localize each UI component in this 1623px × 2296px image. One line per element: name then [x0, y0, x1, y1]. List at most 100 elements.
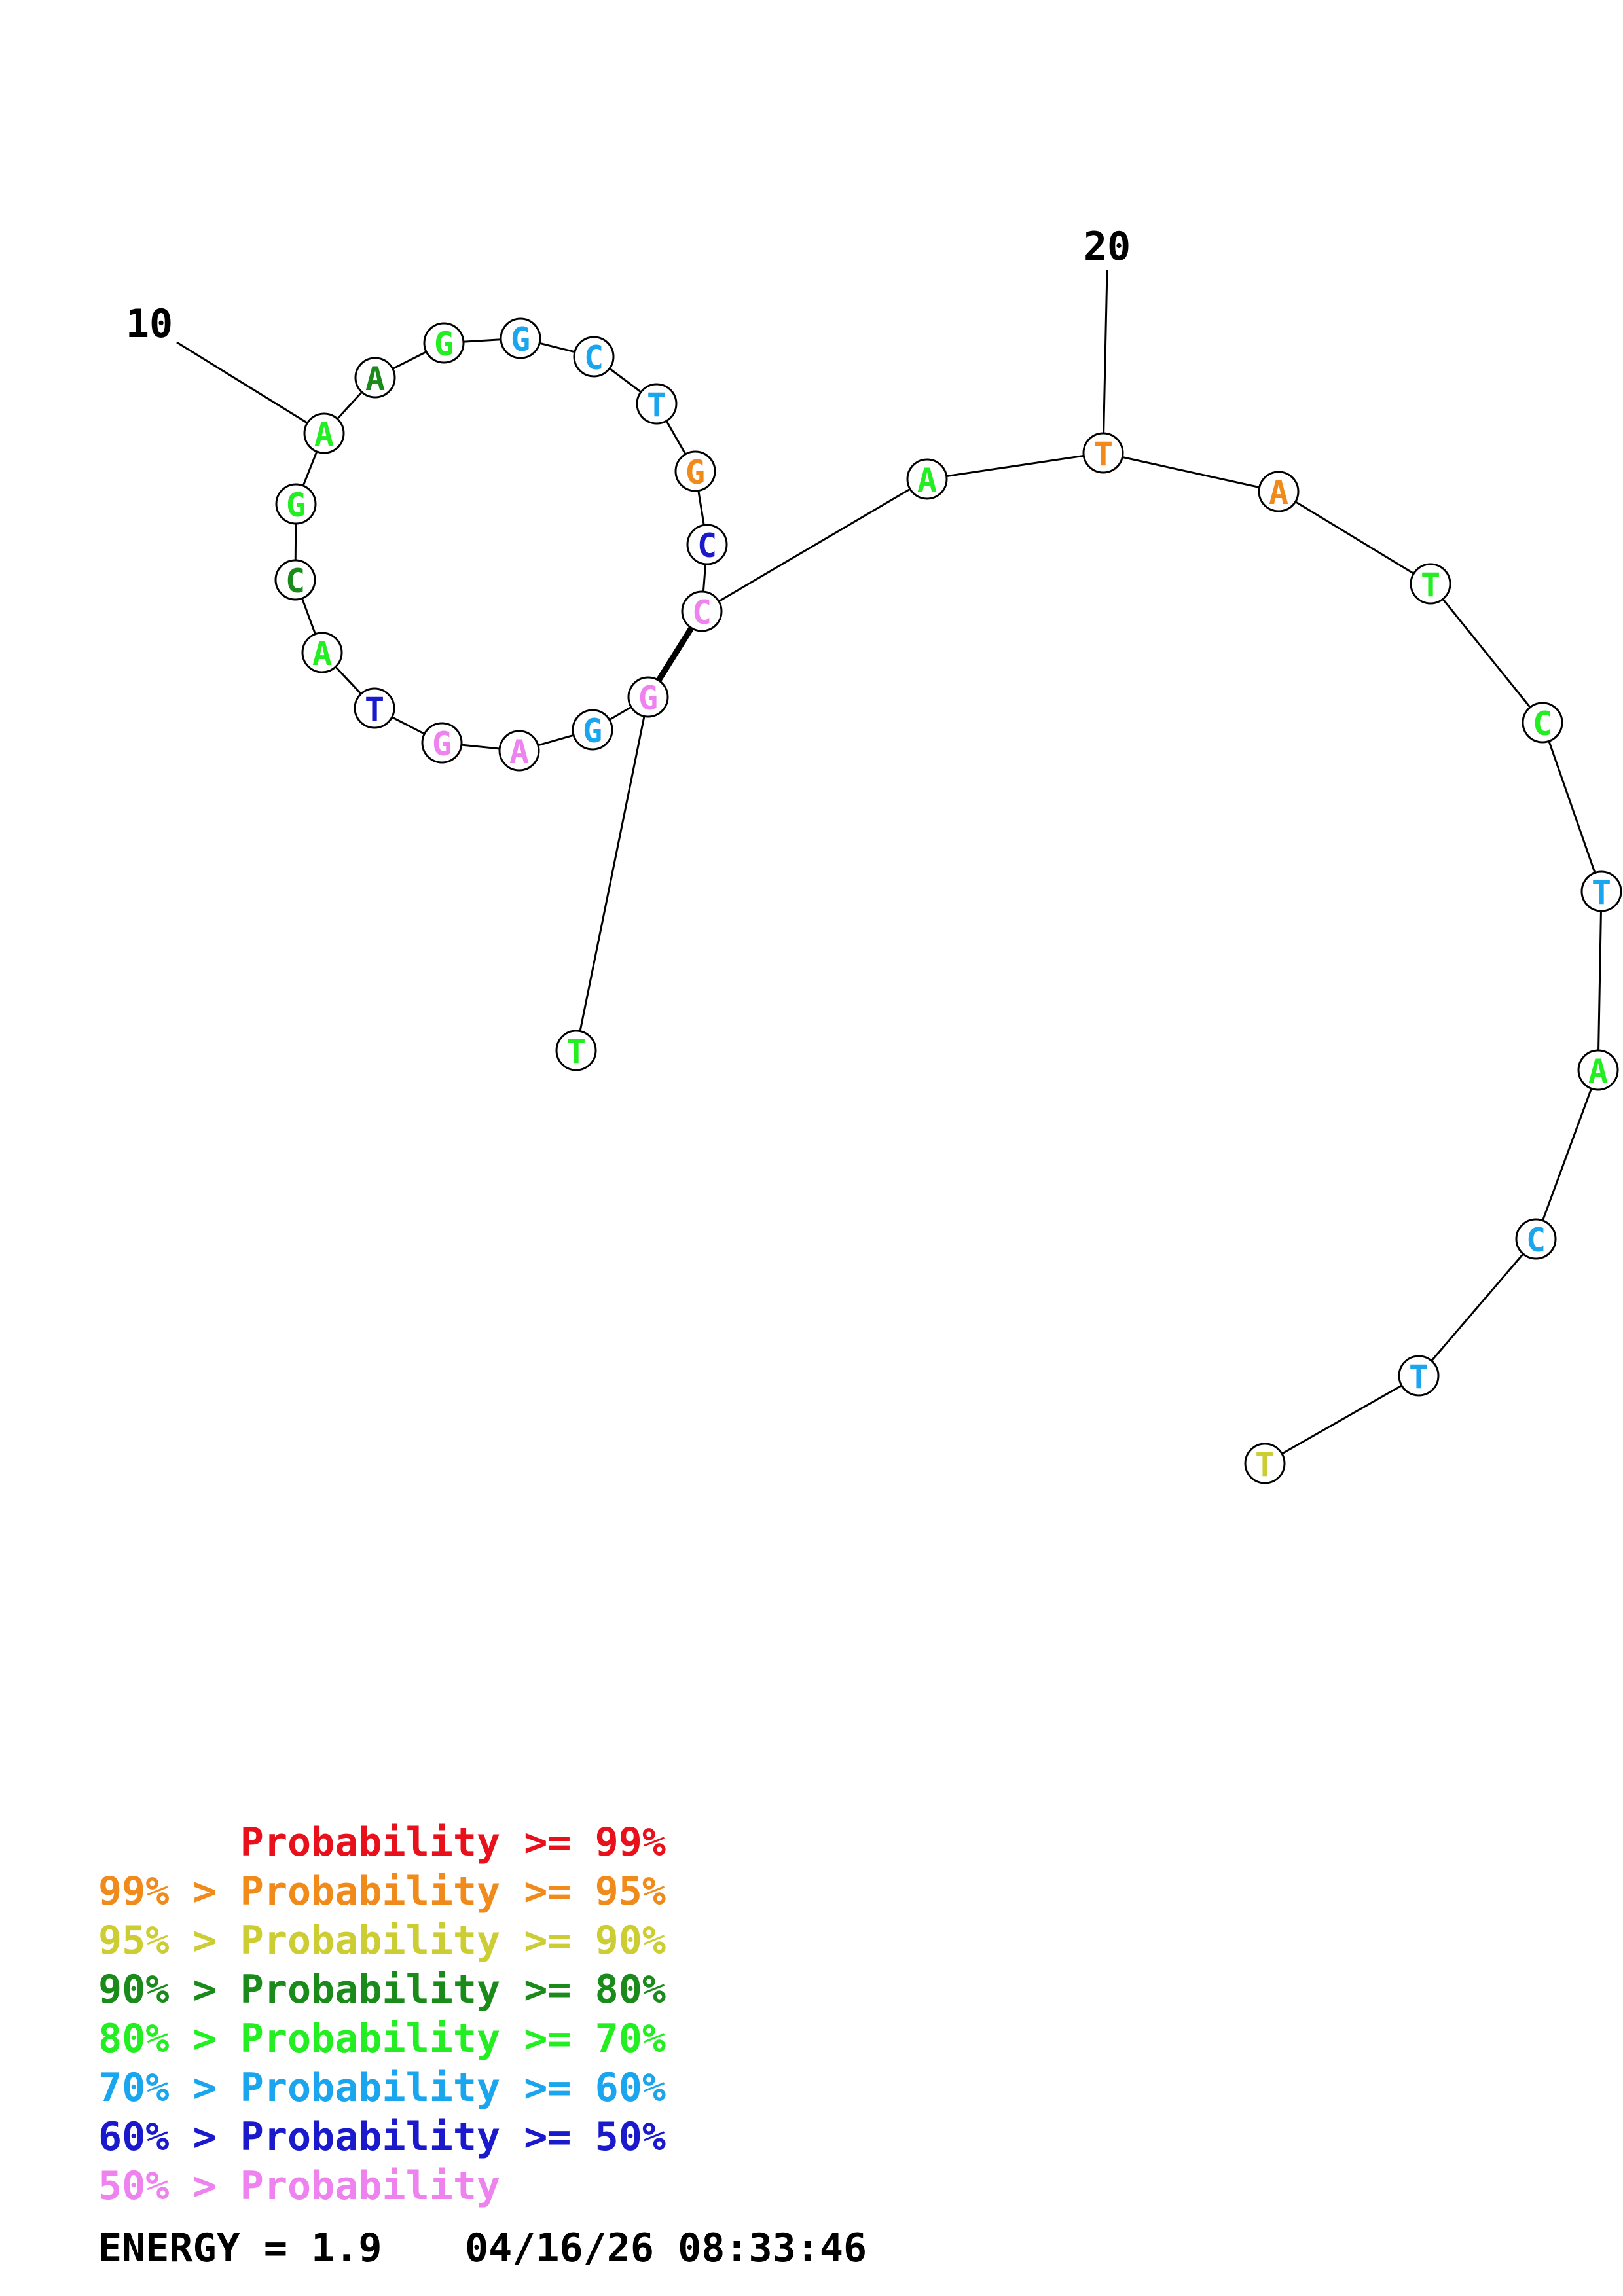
- nucleotide-circle: [1410, 563, 1451, 605]
- nucleotide-base: G: [434, 325, 454, 363]
- nucleotide-base: A: [1269, 474, 1288, 512]
- nucleotide-circle: [906, 458, 948, 500]
- nucleotide-base: A: [314, 416, 334, 454]
- backbone-link: [1597, 891, 1603, 1071]
- legend-row: Probability >= 99%: [98, 1820, 666, 1865]
- nucleotide: A: [906, 458, 948, 500]
- nucleotide-circle: [1522, 702, 1563, 744]
- legend-row: 60% > Probability >= 50%: [98, 2114, 666, 2160]
- nucleotide: A: [498, 730, 540, 772]
- nucleotide: C: [1522, 702, 1563, 744]
- legend-row: 99% > Probability >= 95%: [98, 1869, 666, 1914]
- nucleotide-circle: [274, 559, 316, 601]
- nucleotide-circle: [1244, 1443, 1286, 1484]
- nucleotide-circle: [686, 524, 728, 565]
- nucleotide-circle: [1398, 1355, 1440, 1397]
- nucleotide-circle: [423, 322, 465, 364]
- nucleotide: T: [1410, 563, 1451, 605]
- nucleotide: C: [681, 590, 723, 632]
- nucleotide-base: G: [638, 679, 658, 717]
- nucleotide-circle: [627, 676, 669, 718]
- nucleotide-base: T: [365, 691, 384, 728]
- legend-row: 50% > Probability: [98, 2163, 500, 2209]
- energy-footer: ENERGY = 1.9 04/16/26 08:33:46: [98, 2225, 867, 2271]
- nucleotide-circle: [674, 450, 716, 492]
- backbone-link: [1278, 490, 1431, 585]
- nucleotide-base: C: [1526, 1221, 1546, 1259]
- nucleotide-circle: [572, 709, 613, 751]
- backbone-link: [1535, 1069, 1599, 1240]
- legend-row: 70% > Probability >= 60%: [98, 2065, 666, 2111]
- nucleotide-base: T: [647, 386, 666, 424]
- nucleotide: G: [275, 483, 317, 525]
- backbone-layer: [294, 337, 1603, 1465]
- nucleotide: T: [1082, 432, 1124, 474]
- nucleotide-circle: [681, 590, 723, 632]
- index-label: 20: [1084, 224, 1131, 270]
- nucleotide: G: [572, 709, 613, 751]
- nucleotide-base: C: [285, 562, 305, 600]
- nucleotide-circle: [636, 383, 678, 425]
- nucleotide-base: A: [312, 635, 332, 673]
- nucleotide-base: T: [1409, 1358, 1429, 1396]
- energy-value: ENERGY = 1.9: [98, 2225, 382, 2271]
- nucleotide: A: [354, 357, 396, 399]
- nucleotide-base: T: [1093, 435, 1113, 473]
- nucleotide: G: [500, 317, 541, 359]
- nucleotide-circle: [500, 317, 541, 359]
- nucleotide: G: [674, 450, 716, 492]
- legend-row: 80% > Probability >= 70%: [98, 2016, 666, 2062]
- nucleotide: T: [1398, 1355, 1440, 1397]
- nucleotide-base: T: [1592, 874, 1611, 912]
- nucleotide: G: [627, 676, 669, 718]
- nucleotide-circle: [1515, 1218, 1557, 1260]
- nucleotide-circle: [1082, 432, 1124, 474]
- nucleotide-circle: [573, 336, 615, 378]
- legend-row: 95% > Probability >= 90%: [98, 1918, 666, 1964]
- index-tick: [176, 341, 325, 435]
- nucleotide-base: T: [566, 1033, 586, 1071]
- nucleotide-base: A: [509, 733, 529, 771]
- nucleotide-circle: [421, 722, 463, 764]
- backbone-link: [701, 478, 928, 613]
- nucleotide-base: A: [917, 461, 937, 499]
- index-label: 10: [126, 301, 173, 347]
- nucleotide-circle: [301, 632, 343, 673]
- nucleotide: C: [573, 336, 615, 378]
- nucleotide-circle: [354, 687, 395, 729]
- nucleotide-base: G: [286, 486, 306, 524]
- backbone-link: [926, 452, 1104, 480]
- nucleotide-base: T: [1255, 1446, 1275, 1484]
- nucleotide: A: [1577, 1049, 1619, 1091]
- nucleotide-base: G: [685, 454, 705, 492]
- nucleotide: G: [423, 322, 465, 364]
- nucleotide-base: G: [511, 321, 530, 359]
- nucleotide-circle: [1577, 1049, 1619, 1091]
- nucleotide-circle: [555, 1030, 597, 1071]
- backbone-link: [1429, 583, 1544, 723]
- nucleotide: A: [1258, 471, 1300, 512]
- nucleotide-base: G: [432, 725, 452, 763]
- nucleotide: T: [1580, 870, 1622, 912]
- nucleotide: T: [1244, 1443, 1286, 1484]
- nucleotide-circle: [354, 357, 396, 399]
- index-tick-layer: 10 20: [126, 224, 1131, 454]
- index-tick: [1102, 270, 1108, 454]
- legend-row: 90% > Probability >= 80%: [98, 1967, 666, 2013]
- nucleotide-base: C: [584, 339, 604, 377]
- backbone-link: [1541, 722, 1603, 892]
- nucleotide: G: [421, 722, 463, 764]
- nucleotide: A: [303, 412, 345, 454]
- nucleotide-base: C: [697, 527, 717, 565]
- nucleotide-circle: [1580, 870, 1622, 912]
- backbone-link: [575, 696, 649, 1051]
- nucleotide: T: [555, 1030, 597, 1071]
- backbone-link: [1417, 1238, 1537, 1376]
- nucleotide-base: C: [692, 594, 712, 632]
- probability-legend: Probability >= 99%99% > Probability >= 9…: [98, 1820, 666, 2209]
- nucleotide: T: [636, 383, 678, 425]
- nucleotide: C: [1515, 1218, 1557, 1260]
- nucleotide-base: C: [1533, 705, 1552, 743]
